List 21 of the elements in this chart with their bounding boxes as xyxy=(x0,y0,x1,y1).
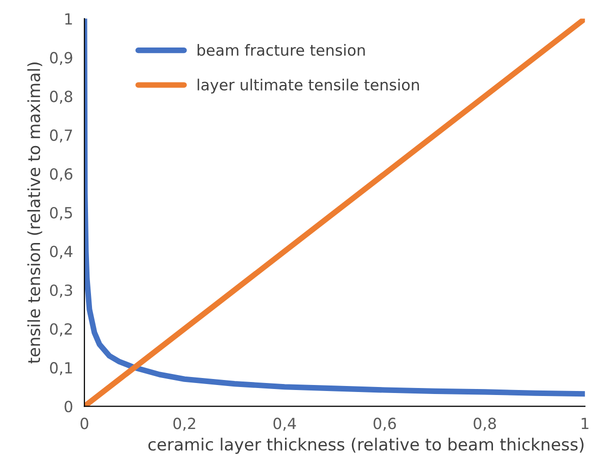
legend-label: layer ultimate tensile tension xyxy=(198,78,419,94)
y-tick-label: 0,2 xyxy=(50,323,72,336)
y-axis-title: tensile tension (relative to maximal) xyxy=(27,62,42,364)
x-tick-label: 0,2 xyxy=(173,418,196,431)
y-tick-label: 0,1 xyxy=(50,362,72,376)
y-tick-label: 0,6 xyxy=(50,168,72,182)
x-axis-title: ceramic layer thickness (relative to beam thickness) xyxy=(148,438,584,454)
y-tick-label: 0,5 xyxy=(50,206,72,220)
y-tick-label: 1 xyxy=(65,13,72,24)
y-tick-label: 0,7 xyxy=(50,129,72,143)
x-tick-label: 0 xyxy=(80,418,88,430)
y-tick-label: 0 xyxy=(64,400,72,412)
x-tick-label: 0,8 xyxy=(474,418,496,431)
x-tick-label: 1 xyxy=(582,418,588,430)
y-tick-label: 0,8 xyxy=(50,90,72,104)
legend-label: beam fracture tension xyxy=(198,44,365,56)
x-tick-label: 0,4 xyxy=(273,418,296,431)
y-tick-label: 0,9 xyxy=(50,52,72,66)
y-tick-label: 0,4 xyxy=(50,246,72,259)
x-tick-label: 0,6 xyxy=(374,418,396,431)
y-tick-label: 0,3 xyxy=(50,284,72,298)
